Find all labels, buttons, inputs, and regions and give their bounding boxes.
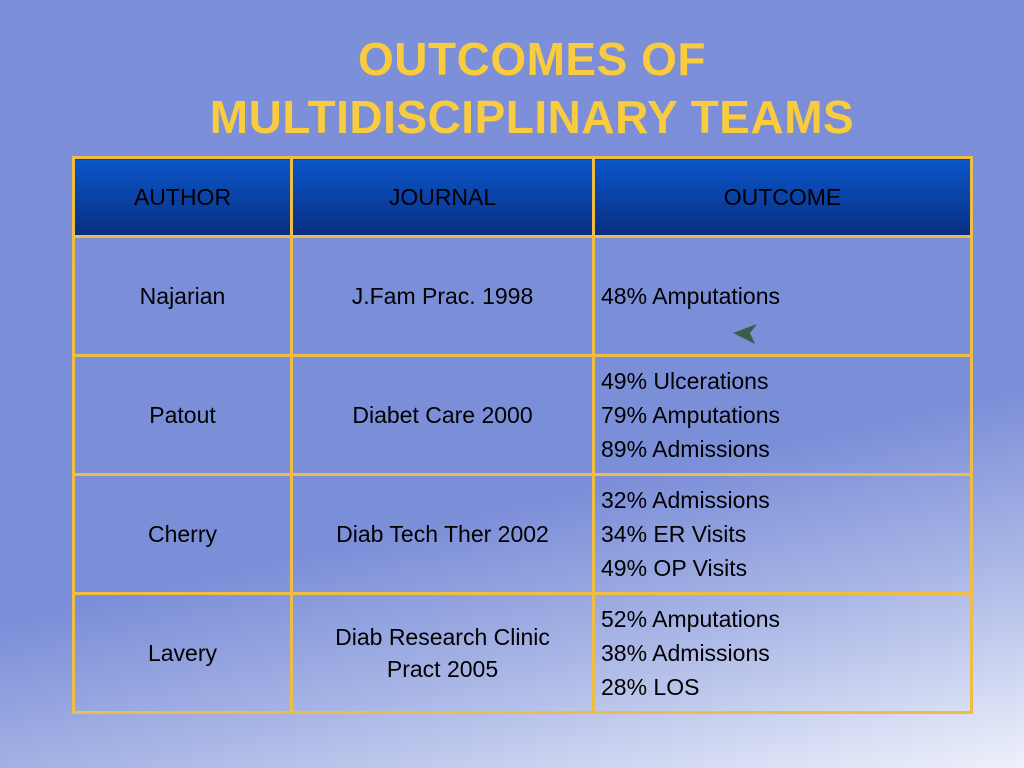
outcome-line: 38% Admissions: [601, 640, 770, 666]
author-cell: Lavery: [72, 592, 293, 714]
outcome-line: 48% Amputations: [601, 283, 781, 309]
outcome-line: 52% Amputations: [601, 606, 781, 632]
outcome-cell: 52% Amputations 38% Admissions 28% LOS: [592, 592, 973, 714]
table-row: Cherry Diab Tech Ther 2002 32% Admission…: [72, 473, 973, 595]
journal-line: Pract 2005: [386, 656, 499, 682]
slide-title-line-2: MULTIDISCIPLINARY TEAMS: [209, 91, 855, 143]
outcome-line: 32% Admissions: [601, 487, 770, 513]
table-row: Lavery Diab Research Clinic Pract 2005 5…: [72, 592, 973, 714]
table-row: Patout Diabet Care 2000 49% Ulcerations …: [72, 354, 973, 476]
author-cell: Cherry: [72, 473, 293, 595]
outcome-line: 49% Ulcerations: [601, 368, 769, 394]
outcome-line: 34% ER Visits: [601, 521, 747, 547]
journal-cell: Diab Tech Ther 2002: [290, 473, 595, 595]
table-header-row: AUTHOR JOURNAL OUTCOME: [72, 156, 973, 238]
outcome-line: 49% OP Visits: [601, 555, 748, 581]
journal-line: Diab Tech Ther 2002: [336, 521, 549, 547]
author-cell: Patout: [72, 354, 293, 476]
author-cell: Najarian: [72, 235, 293, 357]
header-journal: JOURNAL: [290, 156, 595, 238]
header-outcome: OUTCOME: [592, 156, 973, 238]
slide-title-line-1: OUTCOMES OF: [358, 33, 706, 85]
journal-cell: Diab Research Clinic Pract 2005: [290, 592, 595, 714]
outcome-line: 79% Amputations: [601, 402, 781, 428]
journal-cell: Diabet Care 2000: [290, 354, 595, 476]
journal-line: Diabet Care 2000: [352, 402, 533, 428]
outcome-line: 28% LOS: [601, 674, 700, 700]
outcome-cell: 48% Amputations: [592, 235, 973, 357]
slide-title: OUTCOMES OF MULTIDISCIPLINARY TEAMS: [0, 30, 1024, 146]
header-author: AUTHOR: [72, 156, 293, 238]
outcome-line: 89% Admissions: [601, 436, 770, 462]
outcome-cell: 49% Ulcerations 79% Amputations 89% Admi…: [592, 354, 973, 476]
journal-line: Diab Research Clinic: [335, 624, 550, 650]
outcomes-table: AUTHOR JOURNAL OUTCOME Najarian J.Fam Pr…: [72, 156, 973, 714]
outcome-cell: 32% Admissions 34% ER Visits 49% OP Visi…: [592, 473, 973, 595]
table-row: Najarian J.Fam Prac. 1998 48% Amputation…: [72, 235, 973, 357]
journal-line: J.Fam Prac. 1998: [351, 283, 534, 309]
arrow-pointer-icon: [733, 324, 757, 344]
journal-cell: J.Fam Prac. 1998: [290, 235, 595, 357]
